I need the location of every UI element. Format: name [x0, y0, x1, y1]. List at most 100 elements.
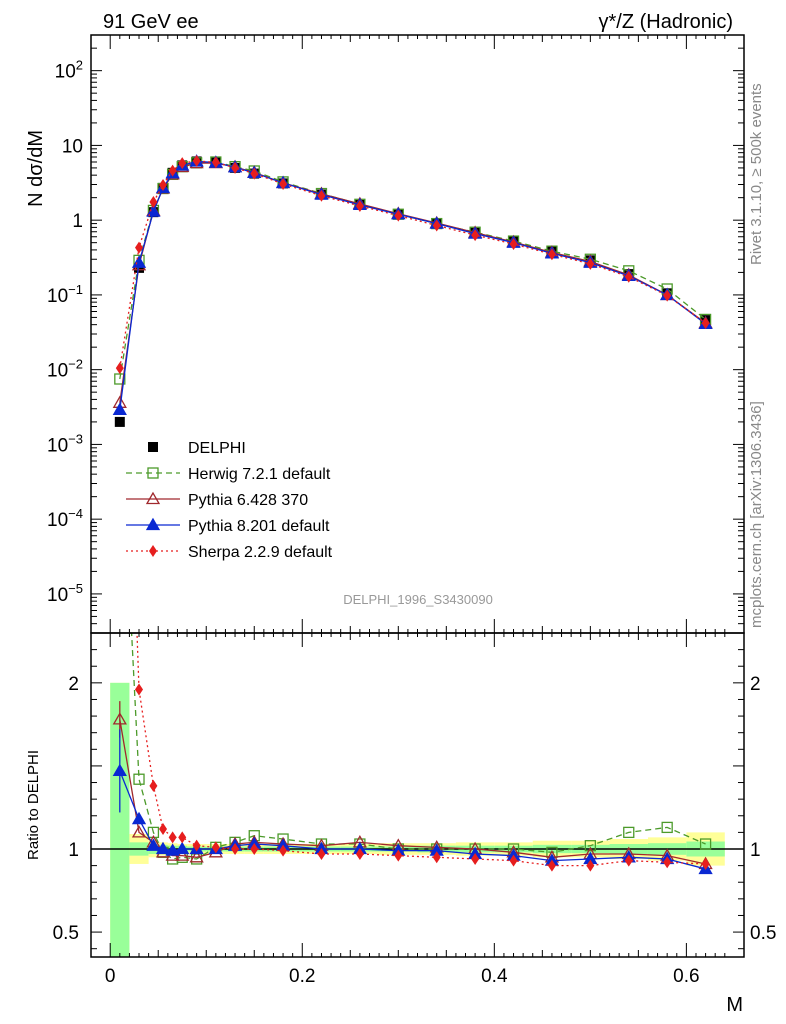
- ratio-point: [159, 823, 168, 836]
- main-y-axis-label: N dσ/dM: [25, 130, 47, 207]
- ratio-point: [178, 831, 187, 844]
- series-4: [115, 154, 710, 375]
- ratio-point: [165, 843, 180, 856]
- data-point: [178, 157, 187, 170]
- data-point: [149, 195, 158, 208]
- right-title: γ*/Z (Hadronic): [599, 11, 733, 33]
- y-tick-label: 10−2: [47, 357, 83, 382]
- series-0: [114, 156, 711, 427]
- ratio-panel-frame: [90, 632, 745, 958]
- analysis-id: DELPHI_1996_S3430090: [343, 592, 493, 607]
- data-point: [250, 167, 259, 180]
- ratio-series-3: [135, 633, 710, 872]
- data-point: [159, 179, 168, 192]
- tick-base: 10: [47, 510, 68, 531]
- series-line: [119, 160, 706, 369]
- ratio-point: [192, 839, 201, 852]
- data-point: [131, 255, 147, 268]
- tick-exponent: −4: [68, 506, 83, 521]
- legend-label: Pythia 8.201 default: [188, 518, 330, 535]
- legend-label: DELPHI: [188, 440, 246, 457]
- ratio-y-tick-label-right: 1: [750, 840, 761, 861]
- ratio-point: [168, 831, 177, 844]
- left-title: 91 GeV ee: [103, 11, 199, 33]
- tick-base: 10: [47, 286, 68, 307]
- ratio-point: [175, 841, 190, 855]
- x-tick-label: 0.2: [289, 966, 315, 987]
- ratio-point: [547, 859, 556, 872]
- data-point: [394, 209, 403, 222]
- y-tick-label: 10: [62, 136, 83, 157]
- ratio-y-axis-label: Ratio to DELPHI: [25, 750, 42, 860]
- legend-entry: Sherpa 2.2.9 default: [126, 544, 333, 561]
- tick-base: 10: [62, 136, 83, 157]
- legend-entry: Herwig 7.2.1 default: [126, 466, 331, 483]
- ratio-point: [701, 857, 710, 870]
- ratio-point: [432, 851, 441, 864]
- ratio-point: [623, 826, 635, 839]
- data-point: [135, 241, 144, 254]
- ratio-point: [394, 849, 403, 862]
- ratio-point: [149, 779, 158, 792]
- data-point: [114, 416, 125, 427]
- ratio-y-tick-label-right: 2: [750, 674, 761, 695]
- legend-label: Pythia 6.428 370: [188, 492, 308, 509]
- legend-marker: [145, 491, 161, 505]
- x-tick-label: 0.4: [481, 966, 508, 987]
- y-tick-label: 10−5: [47, 581, 83, 606]
- series-line: [119, 162, 706, 403]
- ratio-point: [471, 852, 480, 865]
- x-axis-label: M: [726, 994, 743, 1016]
- ratio-point: [135, 683, 144, 696]
- series-3: [112, 154, 713, 416]
- ratio-point: [699, 838, 712, 850]
- tick-base: 10: [47, 435, 68, 456]
- data-point: [471, 229, 480, 242]
- ratio-y-tick-label-right: 0.5: [750, 923, 776, 944]
- ratio-point: [155, 841, 171, 855]
- ratio-point: [279, 844, 288, 857]
- data-point: [168, 164, 177, 177]
- data-point: [231, 161, 240, 174]
- ratio-point: [231, 843, 240, 855]
- ratio-point: [131, 825, 147, 838]
- legend-marker: [145, 517, 161, 531]
- legend-label: Herwig 7.2.1 default: [188, 466, 331, 483]
- data-point: [317, 189, 326, 202]
- tick-exponent: −5: [68, 581, 83, 596]
- series-1: [114, 156, 712, 385]
- ratio-point: [250, 843, 259, 855]
- side-label-rivet: Rivet 3.1.10, ≥ 500k events: [748, 83, 765, 265]
- ratio-point: [146, 838, 161, 851]
- y-tick-label: 10−1: [47, 282, 83, 307]
- tick-base: 10: [47, 585, 68, 606]
- ratio-point: [584, 840, 597, 852]
- tick-exponent: −3: [68, 431, 83, 446]
- y-tick-label: 1: [72, 211, 83, 232]
- ratio-point: [175, 848, 190, 861]
- legend-entry: Pythia 6.428 370: [126, 491, 308, 509]
- tick-base: 10: [55, 62, 76, 83]
- ratio-point: [189, 849, 204, 863]
- ratio-y-tick-label: 0.5: [53, 923, 79, 944]
- data-point: [624, 270, 633, 283]
- tick-base: 1: [72, 211, 83, 232]
- data-point: [112, 402, 127, 416]
- tick-exponent: −2: [68, 357, 83, 372]
- ratio-y-tick-label: 2: [68, 674, 79, 695]
- y-tick-label: 10−3: [47, 431, 83, 456]
- tick-exponent: 2: [76, 58, 83, 73]
- y-tick-label: 102: [55, 58, 83, 83]
- data-point: [509, 237, 518, 250]
- legend-marker: [147, 467, 159, 479]
- ratio-point: [586, 859, 595, 872]
- data-point: [279, 177, 288, 190]
- data-point: [115, 362, 124, 375]
- data-point: [211, 156, 220, 169]
- x-tick-label: 0: [105, 966, 116, 987]
- tick-base: 10: [47, 361, 68, 382]
- legend-marker: [149, 545, 157, 557]
- series-2: [112, 155, 713, 408]
- legend-marker: [148, 442, 158, 452]
